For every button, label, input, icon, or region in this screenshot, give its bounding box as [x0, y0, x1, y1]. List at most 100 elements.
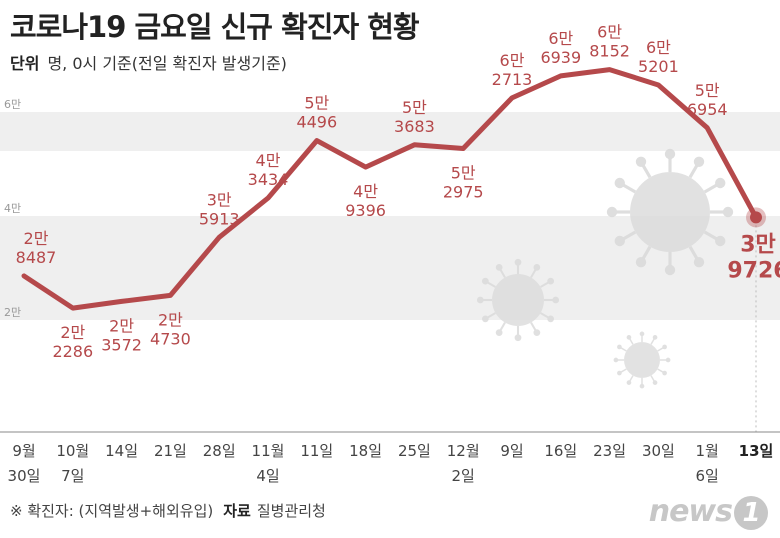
virus-knob — [693, 156, 705, 167]
virus-knob — [664, 264, 676, 276]
virus-knob — [693, 257, 705, 268]
x-tick-label: 13일 — [739, 442, 774, 460]
data-label-group: 2만84872만22862만35722만47303만59134만34345만44… — [16, 23, 780, 362]
virus-body — [492, 274, 544, 326]
x-tick-label: 7일 — [61, 467, 84, 485]
data-label-value: 2975 — [443, 183, 484, 202]
series-line — [21, 67, 759, 311]
data-label-man: 6만 — [500, 51, 525, 70]
data-label-value: 2713 — [492, 70, 533, 89]
logo-number: 1 — [734, 496, 768, 530]
x-tick-label: 12월 — [447, 442, 480, 460]
virus-knob — [476, 296, 484, 304]
virus-knob — [533, 263, 541, 271]
virus-large-icon — [606, 148, 734, 276]
virus-knob — [715, 177, 726, 189]
data-label-man: 3만 — [207, 190, 232, 209]
virus-knob — [664, 148, 676, 160]
highlight-point — [750, 211, 762, 224]
data-label-value: 9726 — [727, 258, 780, 283]
virus-knob — [617, 344, 622, 350]
x-tick-label: 9월 — [12, 442, 35, 460]
unit-caption: 단위 명, 0시 기준(전일 확진자 발생기준) — [10, 50, 287, 74]
x-tick-label: 30일 — [8, 467, 41, 485]
data-label-value: 3434 — [248, 170, 289, 189]
virus-knob — [662, 344, 667, 350]
virus-knob — [547, 315, 555, 323]
virus-knob — [514, 334, 522, 342]
logo-text: news — [648, 494, 733, 529]
virus-knob — [617, 370, 622, 376]
x-tick-label: 21일 — [154, 442, 187, 460]
unit-label: 단위 — [10, 54, 40, 73]
virus-knob — [547, 277, 555, 285]
news1-logo: news 1 — [649, 494, 768, 530]
data-label-man: 2만 — [109, 316, 134, 335]
data-label-value: 6939 — [540, 48, 581, 67]
data-label-value: 5913 — [199, 209, 240, 228]
virus-knob — [614, 235, 625, 247]
data-label-man: 5만 — [402, 98, 427, 117]
x-tick-label: 16일 — [544, 442, 577, 460]
data-label-man: 4만 — [256, 151, 281, 170]
data-label-man: 6만 — [646, 38, 671, 57]
data-label-man: 2만 — [60, 323, 85, 342]
virus-knob — [665, 357, 671, 363]
x-tick-label: 9일 — [500, 442, 523, 460]
x-tick-label: 25일 — [398, 442, 431, 460]
x-tick-label: 14일 — [105, 442, 138, 460]
virus-knob — [635, 257, 647, 268]
virus-knob — [613, 357, 619, 363]
source-label: 자료 — [223, 502, 251, 520]
data-label-man: 2만 — [24, 229, 49, 248]
virus-knob — [495, 329, 503, 337]
x-tick-label: 4일 — [256, 467, 279, 485]
virus-knob — [606, 206, 618, 218]
virus-knob — [514, 258, 522, 266]
data-label-value: 6954 — [687, 100, 728, 119]
data-label-value: 2286 — [52, 342, 93, 361]
data-label-man: 5만 — [695, 81, 720, 100]
data-label-value: 8487 — [16, 248, 57, 267]
x-tick-label: 1월 — [696, 442, 719, 460]
data-label-value: 3683 — [394, 117, 435, 136]
x-tick-label: 11월 — [252, 442, 285, 460]
footnote: ※ 확진자: (지역발생+해외유입) 자료 질병관리청 — [10, 500, 326, 521]
series-group — [21, 67, 766, 311]
virus-illustrations — [476, 148, 734, 389]
x-tick-label: 10월 — [56, 442, 89, 460]
virus-knob — [639, 383, 645, 389]
data-label-man: 2만 — [158, 310, 183, 329]
note-text: ※ 확진자: (지역발생+해외유입) — [10, 502, 214, 520]
data-label-man: 6만 — [548, 29, 573, 48]
band-6-plus — [0, 112, 780, 151]
source-text: 질병관리청 — [256, 502, 326, 520]
virus-knob — [722, 206, 734, 218]
virus-medium-icon — [476, 258, 560, 342]
data-label-man: 5만 — [304, 94, 329, 113]
data-label-man: 6만 — [597, 23, 622, 42]
x-tick-label: 30일 — [642, 442, 675, 460]
x-tick-label: 11일 — [300, 442, 333, 460]
x-tick-label: 6일 — [696, 467, 719, 485]
data-label-man: 5만 — [451, 164, 476, 183]
virus-knob — [635, 156, 647, 167]
data-label-value: 4496 — [296, 113, 337, 132]
x-tick-label: 23일 — [593, 442, 626, 460]
y-tick-label: 4만 — [4, 202, 21, 215]
data-label-value: 9396 — [345, 201, 386, 220]
virus-knob — [639, 331, 645, 337]
virus-knob — [715, 235, 726, 247]
virus-knob — [481, 315, 489, 323]
data-label-value: 5201 — [638, 57, 679, 76]
x-tick-label: 18일 — [349, 442, 382, 460]
virus-knob — [533, 329, 541, 337]
virus-knob — [662, 370, 667, 376]
chart-title: 코로나19 금요일 신규 확진자 현황 — [10, 10, 420, 44]
virus-knob — [652, 380, 658, 385]
virus-knob — [626, 380, 632, 385]
virus-knob — [495, 263, 503, 271]
y-tick-label: 2만 — [4, 306, 21, 319]
data-label-man: 4만 — [353, 182, 378, 201]
x-tick-label: 2일 — [452, 467, 475, 485]
